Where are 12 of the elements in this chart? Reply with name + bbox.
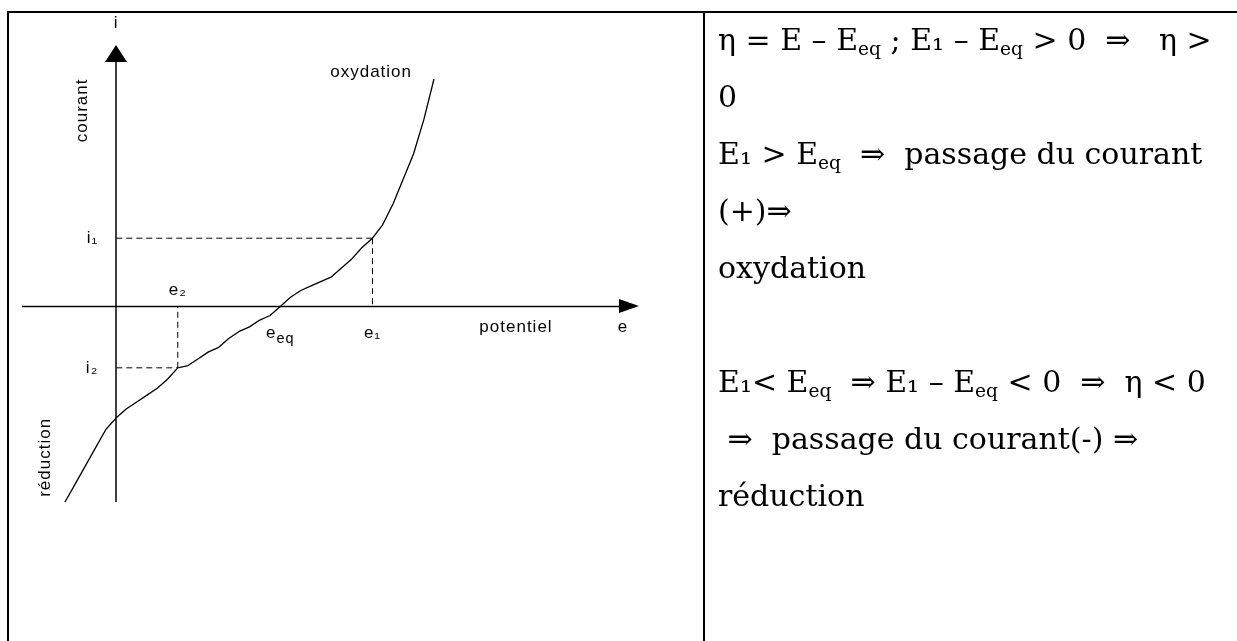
y-axis-title: courant bbox=[71, 77, 92, 142]
annotation: oxydation bbox=[330, 61, 412, 82]
x-axis-title: potentiel bbox=[479, 317, 553, 338]
text: η = E – E$_{eq}$ ; E₁ – E$_{eq}$ > 0 ⇒ η > 0 E₁ > E$_{eq}$ ⇒ passage du courant (+)⇒ oxydation E₁< E$_{eq}$ ⇒ E₁ – E$_{eq}$ < 0 ⇒ η < 0 ⇒ passage du courant(-) ⇒ réduction bbox=[718, 22, 1212, 513]
series-label: i₂ bbox=[85, 357, 99, 378]
annotation: réduction bbox=[34, 417, 55, 497]
annotation: e bbox=[617, 317, 629, 338]
x-tick-label: e₁ bbox=[363, 323, 382, 344]
series-label: i₁ bbox=[86, 227, 99, 248]
x-tick-label: e₂ bbox=[168, 280, 187, 301]
text: i bbox=[113, 13, 119, 33]
x-tick-label: e$_{eq}$ bbox=[265, 323, 295, 347]
